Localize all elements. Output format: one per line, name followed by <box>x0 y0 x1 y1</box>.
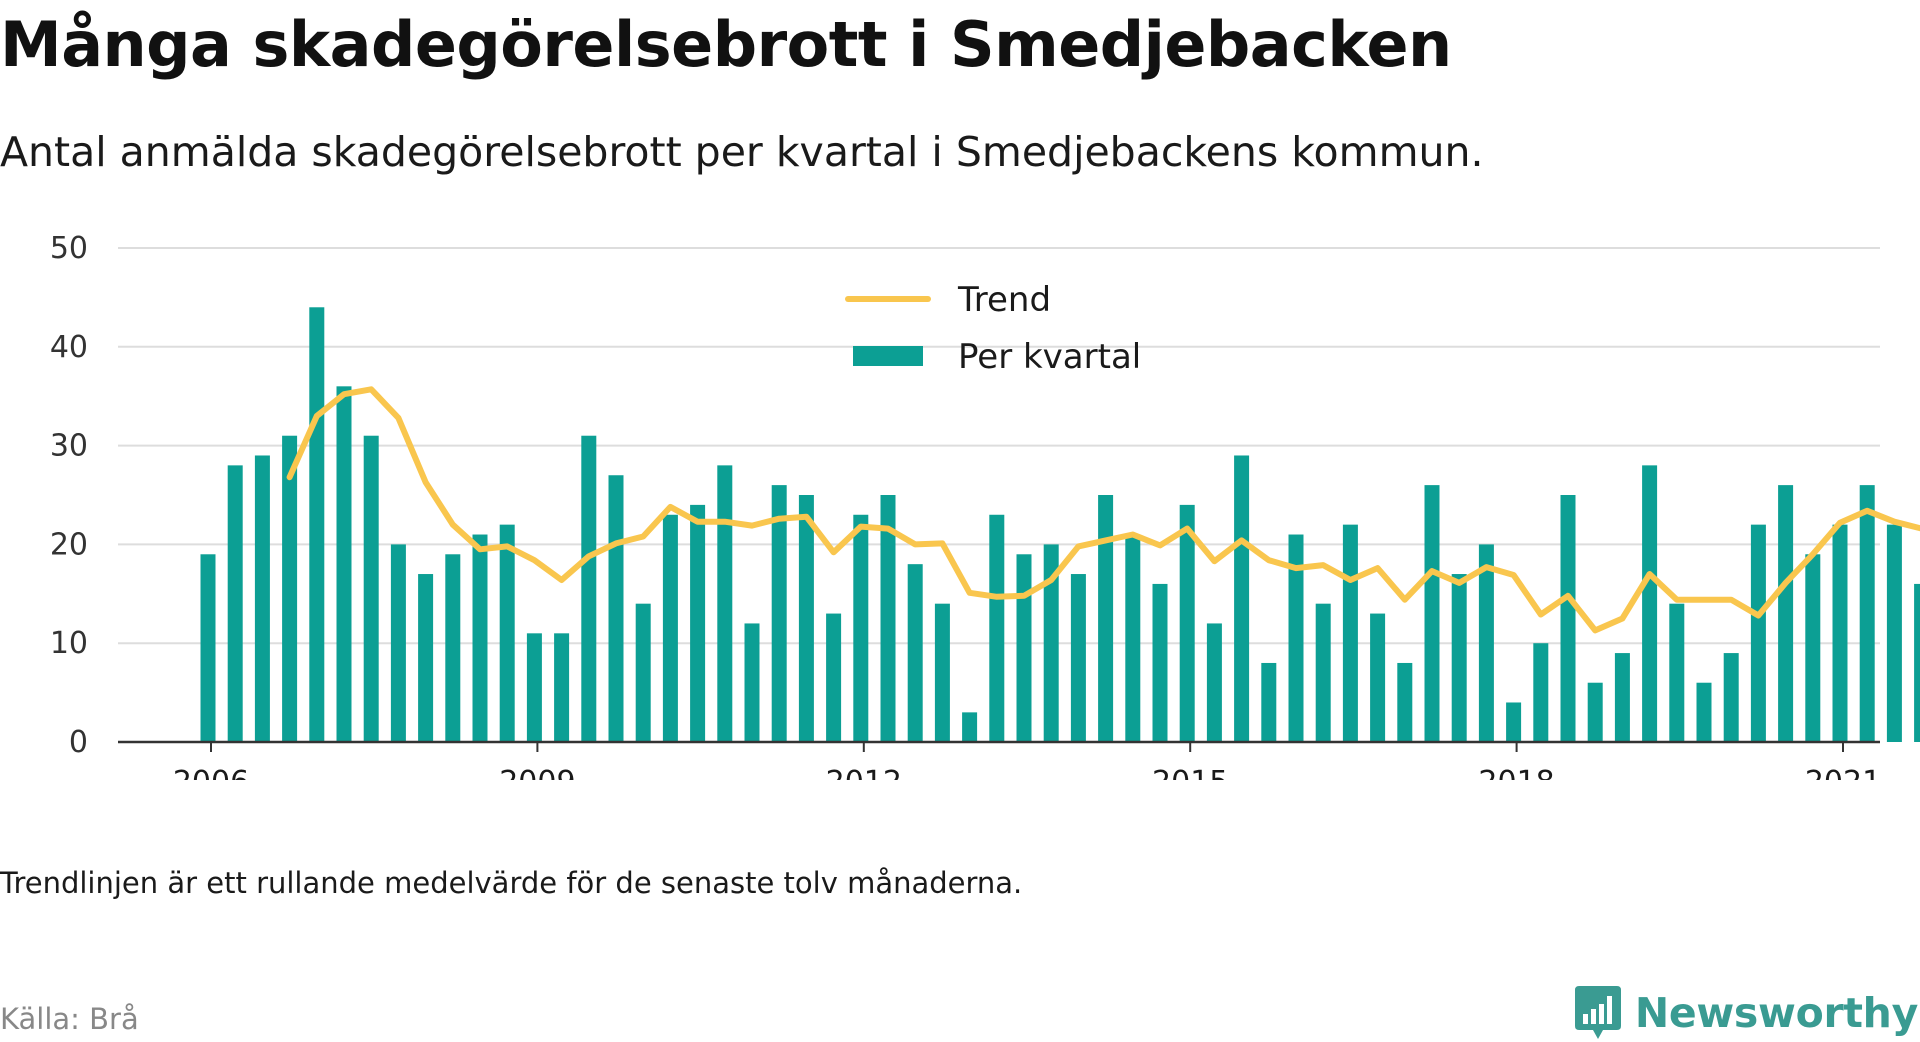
bar <box>1370 614 1385 742</box>
bar <box>473 535 488 742</box>
y-axis-ticks: 0 10 20 30 40 50 <box>50 231 88 760</box>
bar <box>418 574 433 742</box>
bar <box>1207 623 1222 742</box>
bar <box>1071 574 1086 742</box>
y-tick-label: 20 <box>50 527 88 562</box>
bar <box>908 564 923 742</box>
bar <box>337 386 352 742</box>
bar <box>1017 554 1032 742</box>
bar <box>1425 485 1440 742</box>
bar <box>1778 485 1793 742</box>
bar <box>255 455 270 742</box>
bar <box>1316 604 1331 742</box>
bar <box>391 544 406 742</box>
bar <box>1343 525 1358 742</box>
bar <box>228 465 243 742</box>
chart-title: Många skadegörelsebrott i Smedjebacken <box>0 8 1452 81</box>
x-axis: 2006200920122015201820212023 <box>118 742 1920 780</box>
bar <box>1234 455 1249 742</box>
bar <box>1452 574 1467 742</box>
bar <box>1697 683 1712 742</box>
bar <box>1724 653 1739 742</box>
source-label: Källa: Brå <box>0 1002 139 1036</box>
x-tick-label: 2015 <box>1152 765 1228 780</box>
bar <box>1642 465 1657 742</box>
bar <box>1506 702 1521 742</box>
x-tick-label: 2018 <box>1478 765 1554 780</box>
bar <box>853 515 868 742</box>
bar <box>1153 584 1168 742</box>
bar <box>554 633 569 742</box>
legend-bar-label: Per kvartal <box>958 337 1141 377</box>
y-tick-label: 0 <box>69 725 88 760</box>
bar <box>1588 683 1603 742</box>
x-tick-label: 2012 <box>826 765 902 780</box>
bar <box>201 554 216 742</box>
x-tick-label: 2021 <box>1805 765 1881 780</box>
bar <box>1914 584 1920 742</box>
bar <box>609 475 624 742</box>
bar <box>527 633 542 742</box>
brand-name: Newsworthy <box>1635 989 1918 1037</box>
bar <box>1860 485 1875 742</box>
y-tick-label: 40 <box>50 330 88 365</box>
y-tick-label: 50 <box>50 231 88 266</box>
bar <box>1098 495 1113 742</box>
bar <box>1669 604 1684 742</box>
y-tick-label: 10 <box>50 626 88 661</box>
bar <box>445 554 460 742</box>
bar <box>364 436 379 742</box>
bar <box>1125 535 1140 742</box>
bar <box>663 515 678 742</box>
footnote: Trendlinjen är ett rullande medelvärde f… <box>0 866 1022 900</box>
x-tick-label: 2006 <box>173 765 249 780</box>
bar <box>500 525 515 742</box>
bar <box>581 436 596 742</box>
bar <box>690 505 705 742</box>
bar <box>799 495 814 742</box>
bar <box>826 614 841 742</box>
bar <box>636 604 651 742</box>
bar <box>1887 525 1902 742</box>
bar <box>989 515 1004 742</box>
brand-logo: Newsworthy <box>1573 984 1918 1042</box>
bar <box>1479 544 1494 742</box>
bar <box>1533 643 1548 742</box>
bar <box>1751 525 1766 742</box>
bar <box>717 465 732 742</box>
bar <box>1561 495 1576 742</box>
chart-subtitle: Antal anmälda skadegörelsebrott per kvar… <box>0 128 1484 176</box>
legend-bar-swatch <box>853 346 923 366</box>
bar <box>1833 525 1848 742</box>
bar <box>935 604 950 742</box>
bar-chart-speech-bubble-icon <box>1573 984 1623 1042</box>
bar <box>1261 663 1276 742</box>
bar <box>1180 505 1195 742</box>
legend-trend-label: Trend <box>957 280 1051 320</box>
x-tick-label: 2009 <box>499 765 575 780</box>
bar <box>309 307 324 742</box>
legend: Trend Per kvartal <box>848 280 1141 377</box>
bar <box>772 485 787 742</box>
bar <box>1615 653 1630 742</box>
bar <box>282 436 297 742</box>
bar <box>962 712 977 742</box>
bar <box>745 623 760 742</box>
y-tick-label: 30 <box>50 429 88 464</box>
bar <box>1397 663 1412 742</box>
bar <box>1805 554 1820 742</box>
